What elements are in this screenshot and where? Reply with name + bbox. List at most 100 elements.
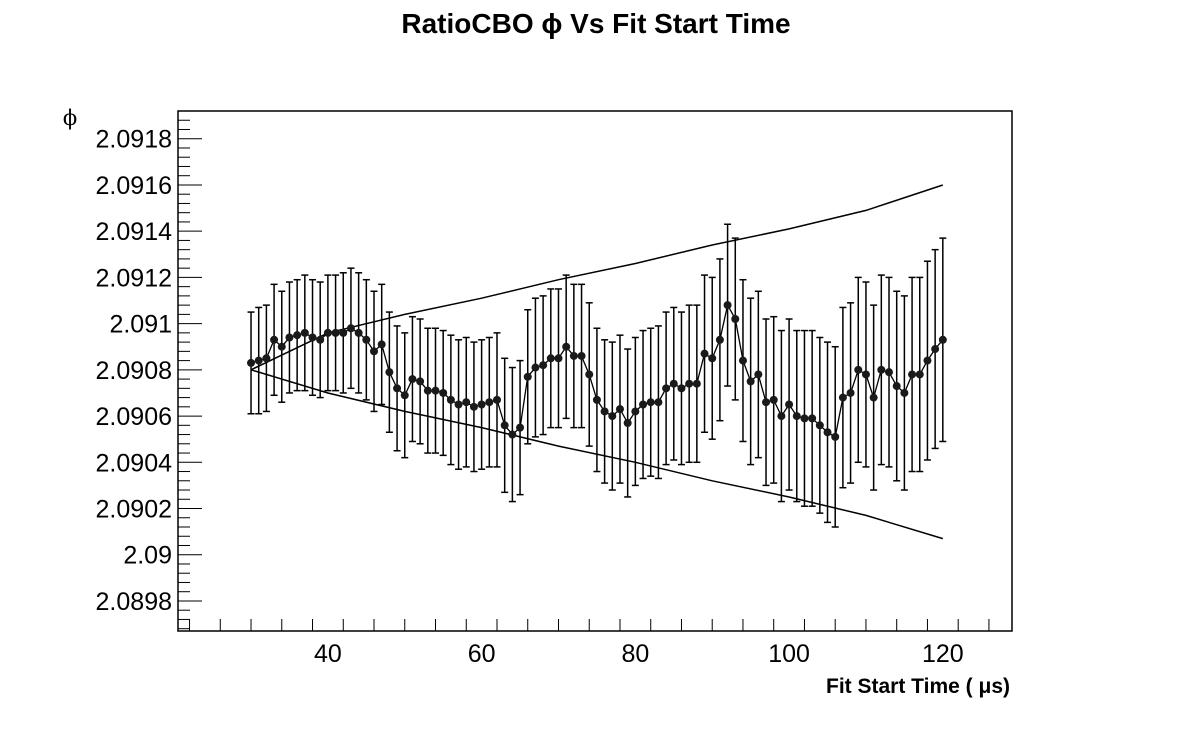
data-point (377, 340, 386, 349)
x-tick-label: 80 (621, 640, 649, 668)
data-point (346, 324, 355, 333)
data-point (562, 342, 571, 351)
data-point (877, 365, 886, 374)
data-point (285, 333, 294, 342)
y-axis-tick-labels: 2.0898 2.09 2.0902 2.0904 2.0906 2.0908 2.0912… (96, 126, 173, 616)
data-point (600, 407, 609, 416)
data-point (370, 347, 379, 356)
data-point (723, 301, 732, 310)
data-point (439, 388, 448, 397)
data-point (546, 354, 555, 363)
y-tick-label: 2.0916 (96, 172, 172, 200)
data-point (316, 335, 325, 344)
data-point (300, 328, 309, 337)
y-tick-label: 2.0902 (96, 496, 172, 524)
data-point (331, 328, 340, 337)
data-point (308, 333, 317, 342)
data-point (615, 405, 624, 414)
data-point (692, 379, 701, 388)
data-point (277, 342, 286, 351)
data-point (516, 423, 525, 432)
data-point (639, 400, 648, 409)
data-point (623, 419, 632, 427)
data-point (531, 363, 540, 372)
y-tick-label: 2.0906 (96, 403, 172, 431)
data-point (462, 398, 471, 407)
x-tick-label: 120 (922, 640, 964, 668)
y-tick-label: 2.0918 (96, 126, 172, 154)
data-point (400, 391, 409, 400)
data-point (585, 370, 594, 379)
x-axis-label: Fit Start Time ( μs) (826, 675, 1010, 698)
data-point (508, 430, 517, 439)
data-point (485, 398, 494, 407)
y-axis-label: ϕ (63, 106, 77, 130)
plot-frame (177, 110, 1013, 632)
y-tick-label: 2.09 (123, 542, 172, 570)
data-point (738, 356, 747, 365)
y-tick-label: 2.0898 (96, 588, 172, 616)
data-point (700, 349, 709, 358)
data-point (554, 354, 563, 363)
y-tick-label: 2.0914 (96, 218, 173, 246)
data-point (492, 395, 501, 404)
data-point (662, 384, 671, 393)
data-point (393, 384, 402, 393)
data-point (539, 361, 548, 370)
data-point (523, 372, 532, 381)
y-tick-label: 2.0912 (96, 264, 172, 292)
data-point (754, 370, 763, 379)
data-point (769, 395, 778, 404)
data-point (677, 384, 686, 393)
data-point (938, 335, 947, 344)
data-point (931, 345, 940, 354)
data-point (854, 365, 863, 374)
data-point (892, 382, 901, 391)
data-point (362, 335, 371, 344)
y-tick-label: 2.0908 (96, 357, 172, 385)
data-point (577, 351, 586, 360)
data-point (715, 335, 724, 344)
x-axis-tick-labels: 40 60 80 100 120 (314, 640, 964, 668)
data-point (385, 368, 394, 377)
data-point (838, 393, 847, 402)
data-point (247, 358, 256, 367)
data-point (923, 356, 932, 365)
data-point (469, 402, 478, 411)
data-point (477, 400, 486, 409)
data-point (408, 375, 417, 384)
data-point (454, 400, 463, 409)
data-point (908, 370, 917, 379)
data-point (846, 388, 855, 397)
x-tick-label: 40 (314, 640, 342, 668)
data-point (815, 421, 824, 430)
data-point (270, 335, 279, 344)
data-point (885, 368, 894, 377)
data-point (354, 328, 363, 337)
data-point (777, 412, 786, 421)
data-point (500, 421, 509, 430)
data-point (785, 400, 794, 409)
y-axis-ticks (178, 110, 202, 630)
data-point (800, 414, 809, 423)
y-tick-label: 2.0904 (96, 449, 173, 477)
data-points (247, 301, 947, 441)
data-point (762, 398, 771, 407)
x-tick-label: 60 (468, 640, 496, 668)
data-point (608, 412, 617, 421)
data-point (869, 393, 878, 402)
data-point (262, 354, 271, 363)
data-point (631, 407, 640, 416)
error-bars (247, 223, 947, 528)
data-point (323, 328, 332, 337)
data-point (431, 386, 440, 395)
data-point (746, 377, 755, 386)
data-point (808, 414, 817, 423)
data-point (669, 379, 678, 388)
data-point (823, 428, 832, 437)
data-point (646, 398, 655, 407)
data-point (339, 328, 348, 337)
data-point (831, 432, 840, 441)
x-axis-ticks (189, 619, 990, 631)
